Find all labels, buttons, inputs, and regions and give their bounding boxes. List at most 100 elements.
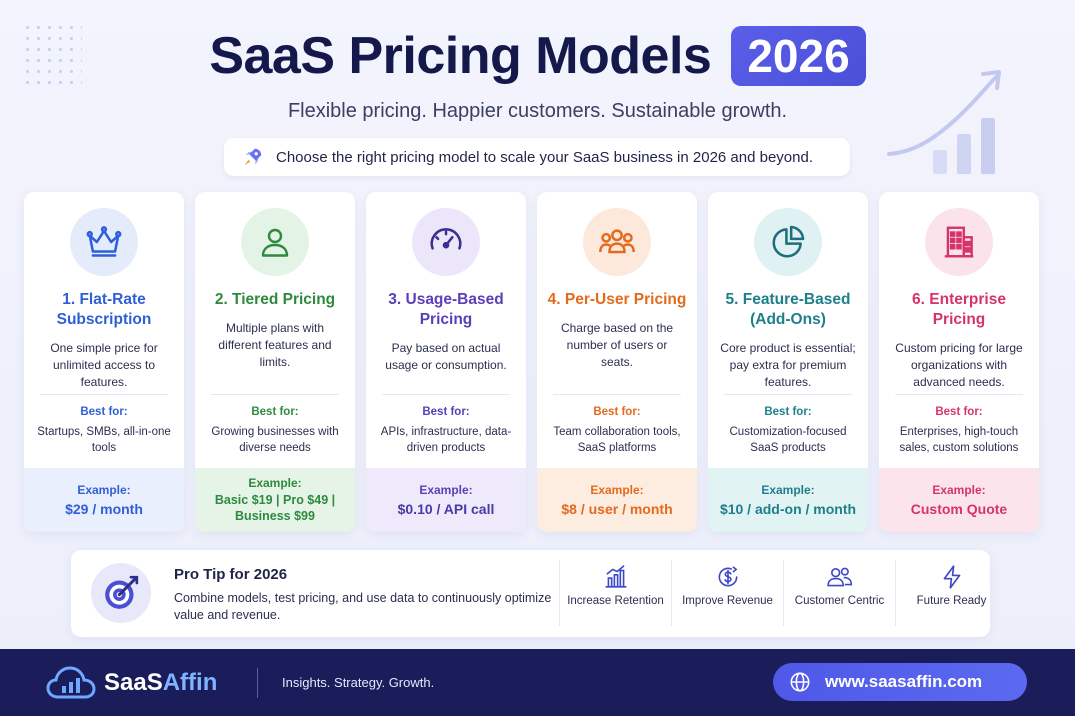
brand-prefix: SaaS [104,669,163,696]
user-icon [261,228,289,257]
benefit-label: Improve Revenue [682,595,773,607]
building-icon [944,226,974,258]
example-label: Example: [419,482,473,497]
best-for-text: Customization-focused SaaS products [729,426,847,454]
best-for-text: Growing businesses with diverse needs [211,426,339,454]
best-for-label: Best for: [593,406,641,418]
page-subtitle: Flexible pricing. Happier customers. Sus… [287,100,788,122]
example-value: Custom Quote [910,500,1008,517]
users-icon-circle [583,208,651,276]
crown-icon [86,226,122,257]
website-link[interactable]: www.saasaffin.com [773,663,1027,701]
benefit-revenue: Improve Revenue [671,560,783,626]
website-url: www.saasaffin.com [825,672,983,691]
benefit-list: Increase Retention Improve Revenue Custo… [559,560,1007,626]
benefit-label: Increase Retention [567,595,664,607]
cloud-chart-icon [46,666,96,699]
target-icon [105,575,139,609]
card-per-user: 4. Per-User Pricing Charge based on the … [537,192,697,532]
card-title: 1. Flat-Rate Subscription [56,291,152,328]
target-icon-circle [91,563,151,623]
card-tiered: 2. Tiered Pricing Multiple plans with di… [195,192,355,532]
card-description: Core product is essential; pay extra for… [720,341,856,389]
example-value: $8 / user / month [561,500,673,517]
pro-tip-panel: Pro Tip for 2026 Combine models, test pr… [71,550,990,637]
benefit-label: Customer Centric [794,595,885,607]
example-box: Example: Basic $19 | Pro $49 | Business … [195,468,355,532]
gauge-icon [430,228,462,250]
bar-chart-icon [604,565,627,588]
card-description: Multiple plans with different features a… [218,321,332,369]
lightning-icon [943,565,960,589]
pricing-cards: 1. Flat-Rate Subscription One simple pri… [24,192,1039,532]
example-box: Example: $8 / user / month [537,468,697,532]
card-feature-based: 5. Feature-Based (Add-Ons) Core product … [708,192,868,532]
header: SaaS Pricing Models 2026 Flexible pricin… [0,26,1075,123]
rocket-icon [244,148,262,166]
best-for-label: Best for: [80,406,128,418]
page-title: SaaS Pricing Models [209,27,712,85]
building-icon-circle [925,208,993,276]
tagline: Insights. Strategy. Growth. [282,675,435,690]
divider [895,394,1023,395]
brand-suffix: Affin [162,669,218,696]
example-value: Basic $19 | Pro $49 | Business $99 [214,493,336,523]
cta-banner: Choose the right pricing model to scale … [224,138,850,176]
pie-chart-icon [772,225,805,258]
best-for-label: Best for: [251,406,299,418]
crown-icon-circle [70,208,138,276]
card-title: 4. Per-User Pricing [547,291,687,308]
customers-icon [826,567,852,587]
divider [211,394,339,395]
example-value: $0.10 / API call [397,500,495,517]
best-for-text: Enterprises, high-touch sales, custom so… [899,426,1019,454]
gauge-icon-circle [412,208,480,276]
example-label: Example: [761,482,815,497]
brand-name: SaaSAffin [104,669,217,697]
benefit-customer: Customer Centric [783,560,895,626]
best-for-text: APIs, infrastructure, data-driven produc… [380,426,512,454]
example-label: Example: [248,476,302,490]
best-for-label: Best for: [935,406,983,418]
pro-tip-title: Pro Tip for 2026 [174,566,288,583]
example-value: $10 / add-on / month [719,500,857,517]
card-title: 5. Feature-Based (Add-Ons) [725,291,851,328]
pro-tip-text: Combine models, test pricing, and use da… [174,591,552,622]
example-label: Example: [77,482,131,497]
card-description: Custom pricing for large organizations w… [895,341,1023,389]
example-box: Example: $0.10 / API call [366,468,526,532]
best-for-text: Team collaboration tools, SaaS platforms [553,426,681,454]
example-box: Example: Custom Quote [879,468,1039,532]
divider [40,394,168,395]
globe-icon [790,672,810,692]
footer: SaaSAffin Insights. Strategy. Growth. ww… [0,649,1075,716]
best-for-text: Startups, SMBs, all-in-one tools [37,426,171,454]
card-description: One simple price for unlimited access to… [50,341,158,389]
divider [724,394,852,395]
benefit-future: Future Ready [895,560,1007,626]
card-description: Charge based on the number of users or s… [560,321,674,369]
best-for-label: Best for: [764,406,812,418]
example-label: Example: [932,482,986,497]
growth-chart-icon [887,70,1001,174]
pie-chart-icon-circle [754,208,822,276]
year-badge: 2026 [731,26,866,86]
example-box: Example: $29 / month [24,468,184,532]
users-icon [599,229,635,254]
card-title: 2. Tiered Pricing [214,291,336,308]
card-usage-based: 3. Usage-Based Pricing Pay based on actu… [366,192,526,532]
card-enterprise: 6. Enterprise Pricing Custom pricing for… [879,192,1039,532]
dollar-icon [718,566,737,587]
example-box: Example: $10 / add-on / month [708,468,868,532]
card-title: 6. Enterprise Pricing [912,291,1006,328]
divider [382,394,510,395]
user-icon-circle [241,208,309,276]
brand-logo[interactable]: SaaSAffin [46,664,217,702]
best-for-label: Best for: [422,406,470,418]
example-label: Example: [590,482,644,497]
benefit-retention: Increase Retention [559,560,671,626]
benefit-label: Future Ready [916,595,987,607]
decorative-dots [22,22,82,92]
footer-divider [257,668,258,698]
card-flat-rate: 1. Flat-Rate Subscription One simple pri… [24,192,184,532]
